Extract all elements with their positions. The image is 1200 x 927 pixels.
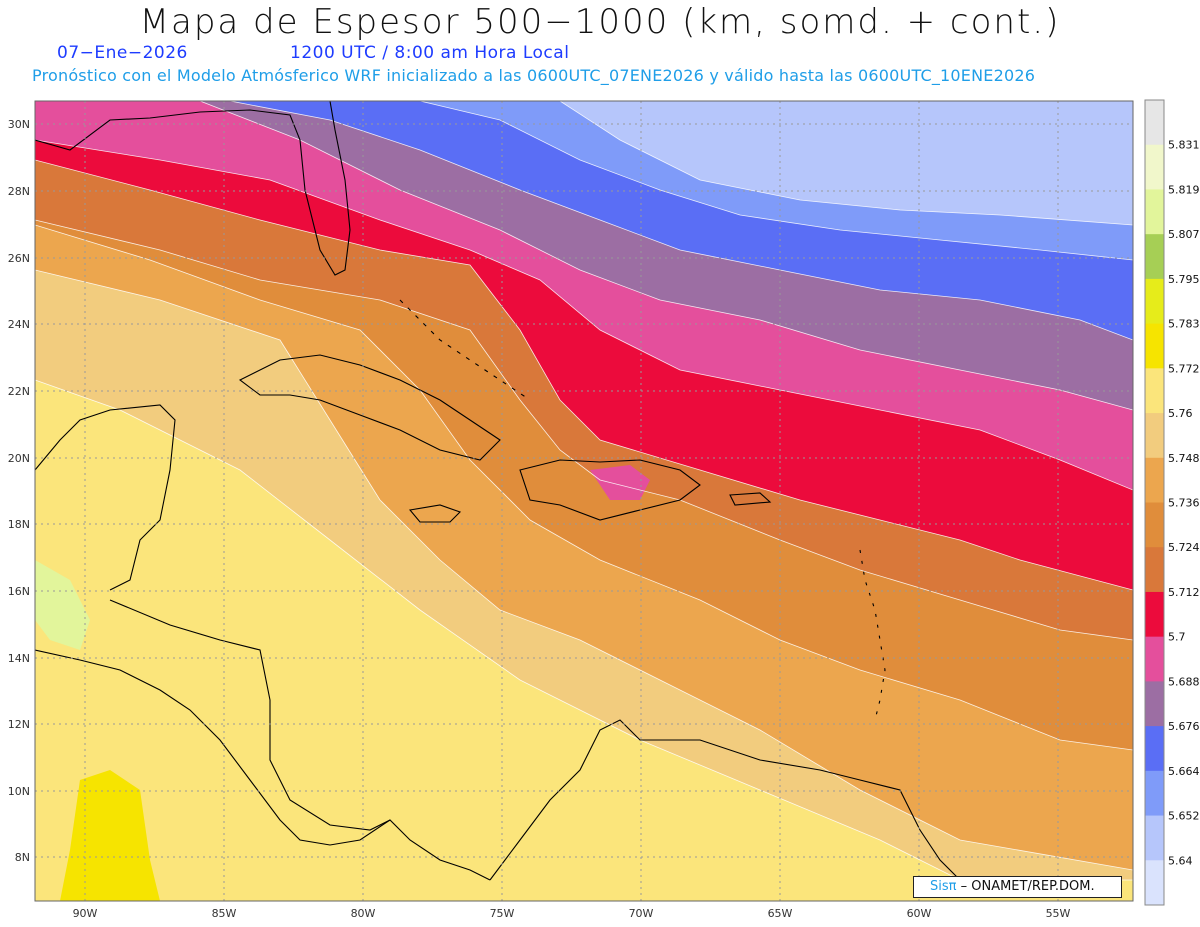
colorbar-label: 5.724 (1168, 541, 1200, 554)
central-america-west (35, 649, 491, 881)
colorbar-swatch (1145, 368, 1164, 414)
colorbar-label: 5.772 (1168, 362, 1200, 375)
colorbar-label: 5.664 (1168, 765, 1200, 778)
colorbar-swatch (1145, 547, 1164, 593)
colorbar-swatch (1145, 502, 1164, 548)
band-5.76-pocket (180, 520, 245, 580)
coastlines (35, 101, 1001, 891)
lon-tick-label: 65W (768, 907, 793, 920)
colorbar-label: 5.748 (1168, 452, 1200, 465)
longitude-axis: 90W 85W 80W 75W 70W 65W 60W 55W (73, 907, 1071, 920)
colorbar-swatch (1145, 681, 1164, 727)
colorbar-label: 5.736 (1168, 497, 1200, 510)
lon-tick-label: 80W (351, 907, 376, 920)
lat-tick-label: 20N (8, 452, 30, 465)
colorbar-swatch (1145, 413, 1164, 459)
lon-tick-label: 55W (1046, 907, 1071, 920)
lat-tick-label: 26N (8, 252, 30, 265)
central-america-east (109, 599, 391, 831)
lat-tick-label: 8N (15, 851, 30, 864)
lat-tick-label: 10N (8, 785, 30, 798)
map-title: Mapa de Espesor 500−1000 (km, somd. + co… (139, 2, 1061, 42)
yucatan-coast (35, 404, 176, 591)
hispaniola-island (519, 459, 701, 521)
colorbar-swatch (1145, 770, 1164, 817)
colorbar-swatch (1145, 189, 1164, 235)
lat-tick-label: 24N (8, 318, 30, 331)
colorbar-swatch (1145, 860, 1164, 906)
lat-tick-label: 12N (8, 718, 30, 731)
puerto-rico-island (729, 492, 772, 506)
credit-text: – ONAMET/REP.DOM. (960, 879, 1095, 894)
colorbar-swatch (1145, 278, 1164, 325)
contour-lines (35, 101, 1133, 881)
colorbar-label: 5.712 (1168, 586, 1200, 599)
lat-tick-label: 22N (8, 385, 30, 398)
lon-tick-label: 75W (490, 907, 515, 920)
colorbar-label: 5.688 (1168, 675, 1200, 688)
jamaica-island (408, 504, 462, 523)
colorbar-swatch (1145, 815, 1164, 861)
map-frame (34, 100, 1134, 902)
colorbar: 5.831 5.819 5.807 5.795 5.783 5.772 5.76 5.748 5… (1144, 99, 1200, 906)
band-5.688-pocket (590, 465, 650, 500)
florida-coast (35, 101, 351, 276)
south-america-coast (489, 719, 1001, 891)
colorbar-swatch (1145, 144, 1164, 190)
forecast-date: 07−Ene−2026 (57, 43, 188, 63)
colorbar-label: 5.7 (1168, 631, 1186, 644)
colorbar-label: 5.783 (1168, 318, 1200, 331)
band-5.772-pocket (60, 770, 160, 901)
cuba-island (238, 354, 501, 461)
colorbar-label: 5.676 (1168, 720, 1200, 733)
lat-tick-label: 28N (8, 185, 30, 198)
valid-time: 1200 UTC / 8:00 am Hora Local (290, 43, 570, 63)
colorbar-swatch (1145, 100, 1164, 146)
lat-tick-label: 18N (8, 518, 30, 531)
colorbar-swatch (1145, 234, 1164, 280)
lat-tick-label: 14N (8, 652, 30, 665)
band-5.64 (560, 101, 1133, 225)
band-5.807-pocket (35, 560, 90, 650)
bahamas-islands (399, 299, 531, 401)
colorbar-swatch (1145, 457, 1164, 503)
lon-tick-label: 60W (907, 907, 932, 920)
credit-box: Sisπ – ONAMET/REP.DOM. (913, 876, 1122, 898)
graticule (35, 101, 1133, 901)
colorbar-swatch (1145, 636, 1164, 682)
colorbar-label: 5.819 (1168, 183, 1200, 196)
sispi-logo: Sisπ (930, 879, 957, 894)
colorbar-label: 5.807 (1168, 228, 1200, 241)
thickness-bands (35, 101, 1133, 901)
lon-tick-label: 90W (73, 907, 98, 920)
colorbar-frame (1144, 99, 1165, 906)
colorbar-label: 5.795 (1168, 273, 1200, 286)
colorbar-label: 5.652 (1168, 810, 1200, 823)
colorbar-swatch (1145, 591, 1164, 638)
colorbar-swatch (1145, 323, 1164, 369)
lat-tick-label: 16N (8, 585, 30, 598)
forecast-description: Pronóstico con el Modelo Atmósferico WRF… (32, 66, 1036, 85)
lon-tick-label: 85W (212, 907, 237, 920)
latitude-axis: 30N 28N 26N 24N 22N 20N 18N 16N 14N 12N … (8, 118, 30, 864)
colorbar-swatch (1145, 726, 1164, 772)
lat-tick-label: 30N (8, 118, 30, 131)
lon-tick-label: 70W (629, 907, 654, 920)
colorbar-label: 5.76 (1168, 407, 1193, 420)
colorbar-label: 5.831 (1168, 139, 1200, 152)
colorbar-label: 5.64 (1168, 854, 1193, 867)
